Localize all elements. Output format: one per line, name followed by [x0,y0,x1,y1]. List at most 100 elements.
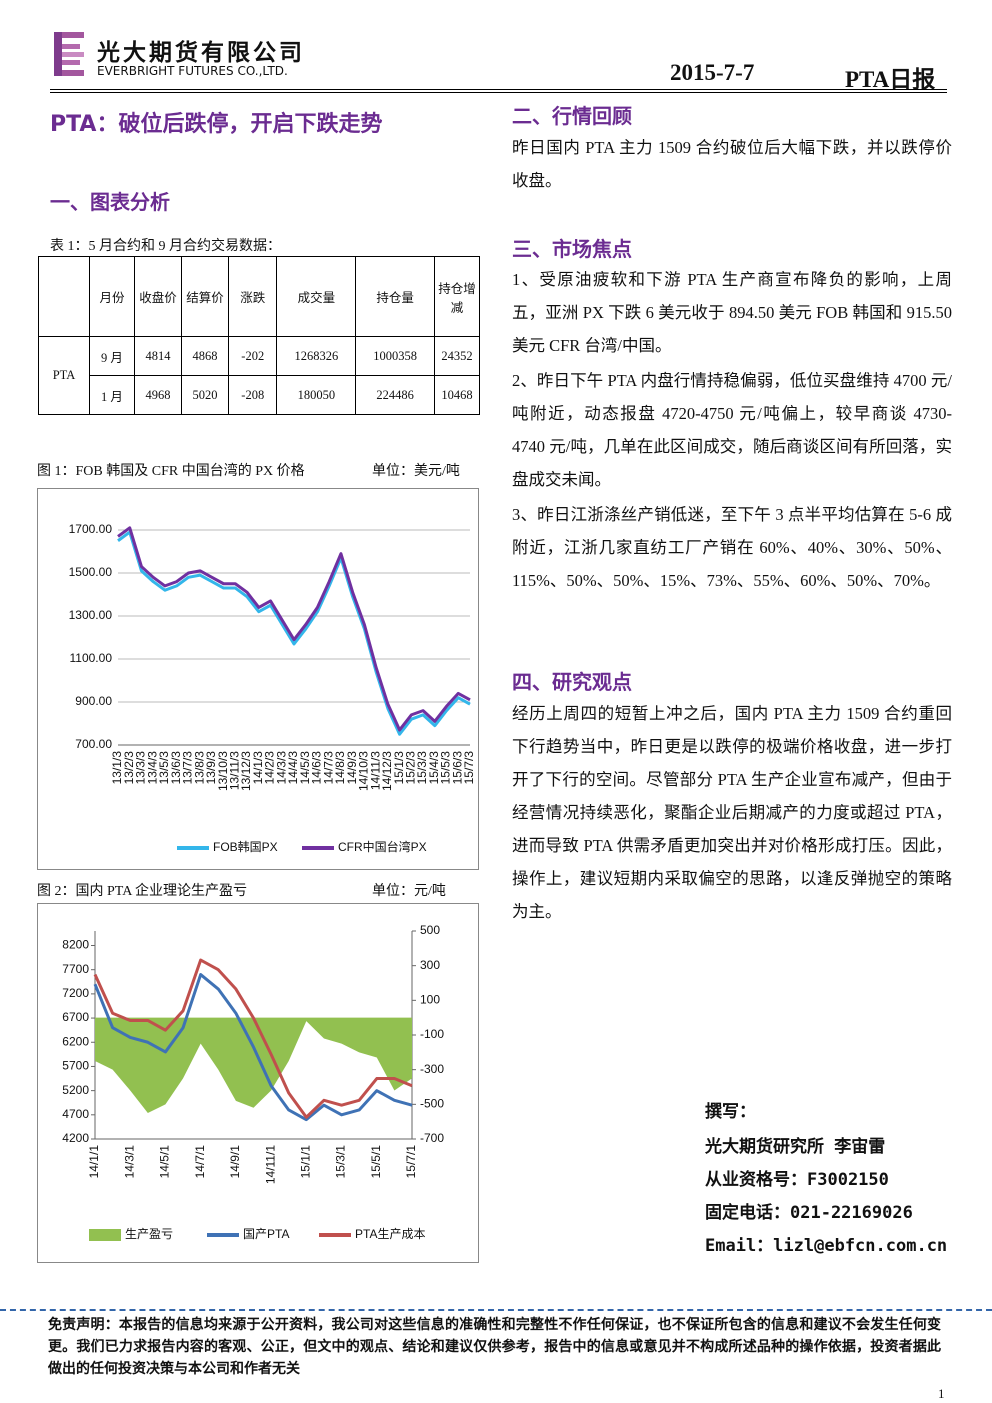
y2-tick-label: -100 [420,1027,444,1041]
paragraph: 2、昨日下午 PTA 内盘行情持稳偏弱，低位买盘维持 4700 元/吨附近，动态… [512,371,952,489]
x-tick-label: 14/9/1 [228,1145,242,1179]
header-cell: 持仓量 [355,256,435,337]
author: 从业资格号：F3002150 [705,1170,889,1190]
x-tick-label: 14/12/3 [380,751,394,791]
x-tick-label: 15/5/3 [439,751,453,785]
y-tick-label: 5200 [62,1083,89,1097]
cell: 10468 [434,375,480,415]
header-cell: 涨跌 [227,256,278,337]
header-rule [50,89,947,93]
cell: 180050 [276,375,357,415]
x-tick-label: 14/11/1 [263,1145,277,1184]
x-tick-label: 15/7/3 [462,751,476,785]
cell [38,256,90,337]
x-tick-label: 13/1/3 [110,751,124,785]
x-tick-label: 14/5/3 [298,751,312,785]
y-tick-label: 900.00 [75,694,112,708]
y2-tick-label: -700 [420,1131,444,1145]
x-tick-label: 14/3/1 [122,1145,136,1179]
y-tick-label: 1700.00 [69,522,113,536]
x-tick-label: 13/8/3 [192,751,206,785]
legend-label: FOB韩国PX [213,839,278,854]
table-caption: 表 1：5 月合约和 9 月合约交易数据： [50,239,281,254]
y2-tick-label: 100 [420,993,440,1007]
headline: PTA：破位后跌停，开启下跌走势 [50,112,383,137]
x-tick-label: 14/1/3 [251,751,265,785]
x-tick-label: 14/4/3 [286,751,300,785]
x-tick-label: 14/11/3 [368,751,382,790]
company-en: EVERBRIGHT FUTURES CO.,LTD. [97,64,288,78]
header-cell: 结算价 [181,256,229,337]
x-tick-label: 14/7/1 [193,1145,207,1179]
x-tick-label: 15/4/3 [427,751,441,785]
chart: 700.00 900.00 1100.00 1300.00 1500.00 1700.00… [37,488,479,870]
author: Email：lizl@ebfcn.com.cn [705,1236,948,1256]
section-title: 三、市场焦点 [512,237,632,261]
y-tick-label: 8200 [62,938,89,952]
x-tick-label: 13/12/3 [239,751,253,791]
x-tick-label: 14/7/3 [321,751,335,785]
footer-rule [0,1309,992,1311]
legend-label: 生产盈亏 [125,1227,173,1241]
x-tick-label: 15/1/3 [392,751,406,785]
x-tick-label: 13/3/3 [134,751,148,785]
cell: 1 月 [89,375,135,415]
header-cell: 收盘价 [134,256,182,337]
legend-label: PTA生产成本 [355,1227,425,1241]
cell: 4968 [134,375,182,415]
area [95,1017,412,1113]
x-tick-label: 14/5/1 [158,1145,172,1179]
table: 月份 收盘价 结算价 涨跌 成交量 持仓量 持仓增减 PTA 9 月 4814 48… [38,256,480,415]
cell: PTA [38,336,90,415]
x-tick-label: 13/11/3 [228,751,242,790]
legend-label: 国产PTA [243,1227,289,1241]
x-tick-label: 13/10/3 [216,751,230,791]
legend-swatch [89,1229,121,1241]
y-tick-label: 1100.00 [70,651,113,665]
line [117,526,471,732]
x-tick-label: 13/4/3 [145,751,159,785]
report-title: PTA日报 [845,67,936,92]
figure-caption: 图 1：FOB 韩国及 CFR 中国台湾的 PX 价格 [37,464,305,479]
x-tick-label: 15/3/1 [334,1145,348,1179]
section-title: 一、图表分析 [50,190,170,214]
x-tick-label: 13/5/3 [157,751,171,785]
cell: 1268326 [276,336,357,376]
x-tick-label: 13/9/3 [204,751,218,785]
x-tick-label: 14/3/3 [274,751,288,785]
x-tick-label: 13/7/3 [181,751,195,785]
author: 撰写： [705,1102,756,1122]
cell: 1000358 [355,336,435,376]
date: 2015-7-7 [670,60,755,85]
x-tick-label: 14/9/3 [345,751,359,785]
figure-caption: 图 2：国内 PTA 企业理论生产盈亏 [37,884,248,899]
x-tick-label: 15/1/1 [299,1145,313,1179]
cell: 24352 [434,336,480,376]
y-tick-label: 4700 [62,1107,89,1121]
y-tick-label: 4200 [62,1131,89,1145]
paragraph: 经历上周四的短暂上冲之后，国内 PTA 主力 1509 合约重回下行趋势当中，昨… [512,704,952,921]
x-tick-label: 14/8/3 [333,751,347,785]
y2-tick-label: 500 [420,923,440,937]
y-tick-label: 5700 [62,1059,89,1073]
x-tick-label: 13/2/3 [122,751,136,785]
cell: 224486 [355,375,435,415]
x-tick-label: 15/6/3 [450,751,464,785]
x-tick-label: 15/3/3 [415,751,429,785]
y2-tick-label: 300 [420,958,440,972]
logo [54,32,84,76]
y-tick-label: 1300.00 [69,608,113,622]
x-tick-label: 14/10/3 [357,751,371,791]
x-tick-label: 13/6/3 [169,751,183,785]
cell: 4868 [181,336,229,376]
header-cell: 成交量 [276,256,357,337]
chart: 4200 4700 5200 5700 6200 6700 7200 7700 8200 -700… [37,903,479,1263]
header-cell: 持仓增减 [434,256,480,337]
author: 固定电话：021-22169026 [705,1203,913,1223]
author: 光大期货研究所 李宙雷 [705,1137,886,1157]
page-number: 1 [938,1386,945,1401]
line [93,973,413,1122]
company: 光大期货有限公司 [97,40,305,66]
figure-unit: 单位：元/吨 [372,884,446,899]
